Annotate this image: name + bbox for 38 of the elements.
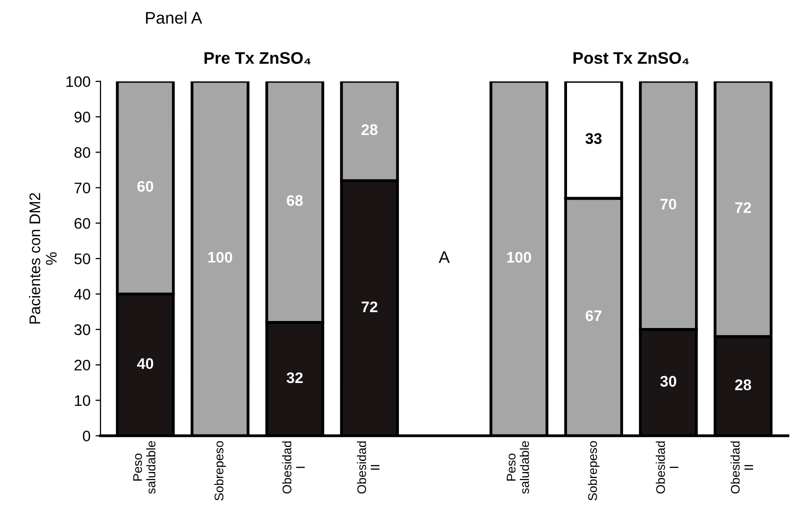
data-label: 100	[507, 252, 532, 263]
x-tick-label: Obesidad I	[656, 441, 678, 494]
data-label: 33	[586, 133, 602, 144]
text: Post Tx ZnSO₄	[574, 52, 689, 64]
x-tick-label: Sobrepeso	[214, 441, 226, 500]
x-tick-label: Obesidad II	[356, 441, 380, 494]
text: Pre Tx ZnSO₄	[204, 52, 311, 64]
y-tick-label: 30	[74, 324, 90, 336]
data-label: 28	[362, 124, 378, 136]
y-axis-title: Pacientes con DM2 %	[29, 193, 57, 324]
data-label: 70	[660, 198, 676, 210]
data-label: 72	[735, 202, 751, 213]
y-tick-label: 20	[74, 360, 90, 371]
y-tick-label: 40	[74, 288, 90, 300]
y-tick-label: 80	[74, 147, 90, 158]
y-tick-label: 70	[74, 182, 90, 194]
x-tick-label: Sobrepeso	[588, 441, 600, 500]
y-tick-label: 90	[74, 112, 90, 122]
y-tick-label: 60	[74, 218, 90, 229]
data-label: 28	[735, 379, 752, 390]
annotation: A	[438, 251, 450, 263]
data-label: 72	[362, 301, 378, 312]
data-label: 100	[208, 252, 232, 263]
x-tick-label: Peso saludable	[133, 441, 156, 494]
data-label: 40	[137, 358, 154, 369]
data-label: 68	[286, 195, 303, 206]
y-tick-label: 10	[74, 395, 90, 406]
data-label: 32	[286, 372, 303, 384]
x-tick-label: Obesidad I	[282, 441, 305, 494]
chart-title: Panel A	[146, 12, 202, 24]
x-tick-label: Obesidad II	[730, 441, 754, 494]
data-label: 60	[137, 180, 154, 192]
y-tick-label: 0	[82, 430, 90, 442]
y-tick-label: 50	[74, 253, 90, 264]
y-tick-label: 100	[66, 76, 90, 88]
data-label: 30	[660, 376, 676, 387]
data-label: 67	[586, 310, 602, 322]
x-tick-label: Peso saludable	[506, 441, 530, 494]
